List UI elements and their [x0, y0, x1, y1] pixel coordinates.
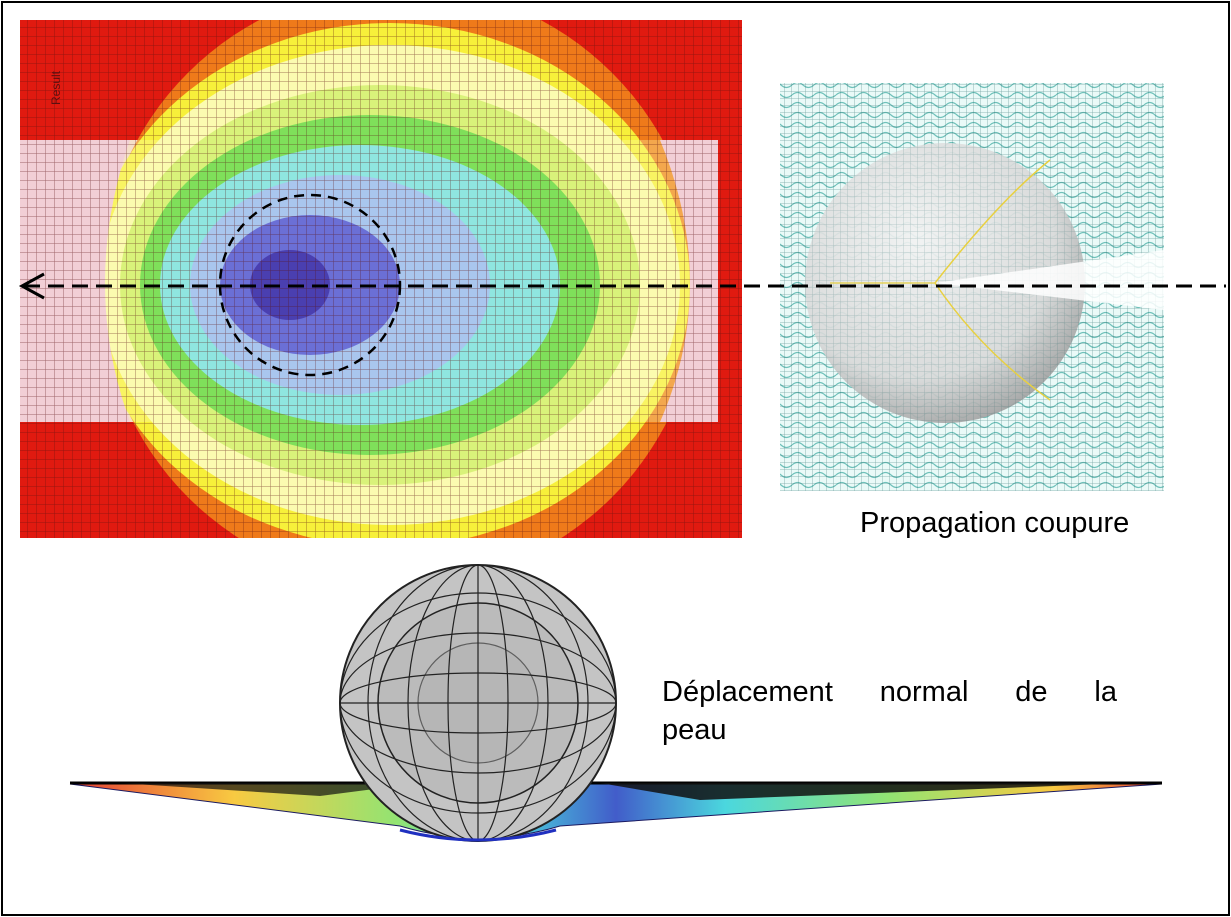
indenter-sphere [339, 564, 617, 842]
caption-word: Déplacement [662, 676, 833, 708]
caption-line-2: peau [662, 714, 727, 746]
plot-label: Result [49, 70, 63, 105]
skin-deformation [69, 781, 1163, 839]
contour-plot: Result [20, 20, 742, 538]
caption-propagation: Propagation coupure [860, 507, 1130, 539]
arrow-left-icon [18, 272, 45, 300]
caption-word: de [1015, 676, 1048, 708]
caption-normal-displacement: Déplacement normal de la peau [662, 673, 1117, 749]
caption-word: la [1094, 676, 1117, 708]
caption-word: normal [879, 676, 969, 708]
